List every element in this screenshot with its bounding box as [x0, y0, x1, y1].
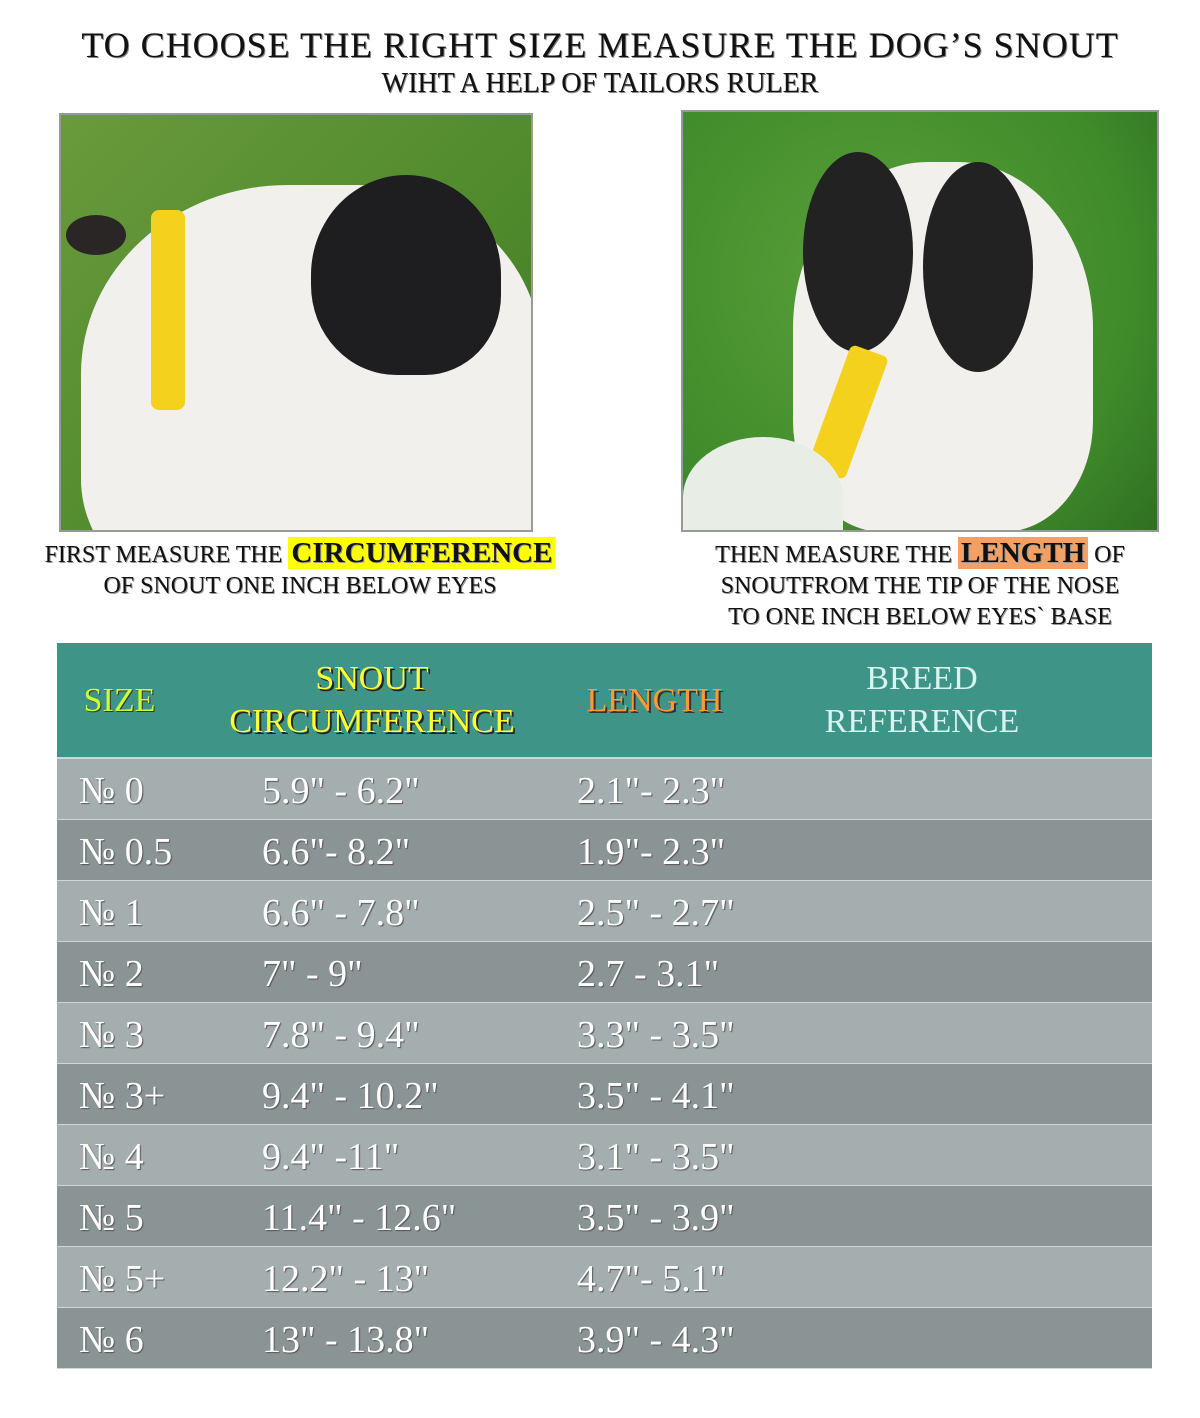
table-row: № 5 11.4" - 12.6" 3.5" - 3.9" — [57, 1186, 1152, 1247]
table-row: № 4 9.4" -11" 3.1" - 3.5" — [57, 1125, 1152, 1186]
size-cell: № 5+ — [79, 1258, 166, 1300]
length-cell: 2.1"- 2.3" — [577, 770, 726, 812]
circumference-caption: FIRST MEASURE THE CIRCUMFERENCE OF SNOUT… — [20, 537, 580, 602]
circumference-cell: 9.4" -11" — [262, 1136, 400, 1178]
size-cell: № 3+ — [79, 1075, 166, 1117]
size-table: SIZE SNOUT CIRCUMFERENCE LENGTH BREED REFE… — [57, 643, 1152, 1369]
length-cell: 3.9" - 4.3" — [577, 1319, 735, 1361]
circumference-highlight: CIRCUMFERENCE — [288, 537, 556, 569]
length-cell: 2.7 - 3.1" — [577, 953, 720, 995]
table-row: № 2 7" - 9" 2.7 - 3.1" — [57, 942, 1152, 1003]
circumference-cell: 5.9" - 6.2" — [262, 770, 420, 812]
size-cell: № 6 — [79, 1319, 144, 1361]
length-highlight: LENGTH — [958, 537, 1089, 569]
circumference-cell: 6.6" - 7.8" — [262, 892, 420, 934]
table-row: № 0 5.9" - 6.2" 2.1"- 2.3" — [57, 759, 1152, 820]
header-breed-reference: BREED REFERENCE — [824, 660, 1020, 740]
length-cell: 3.3" - 3.5" — [577, 1014, 735, 1056]
photo-measure-circumference — [59, 113, 533, 532]
table-row: № 3 7.8" - 9.4" 3.3" - 3.5" — [57, 1003, 1152, 1064]
size-cell: № 0.5 — [79, 831, 173, 873]
table-body: № 0 5.9" - 6.2" 2.1"- 2.3" № 0.5 6.6"- 8.2" 1… — [57, 759, 1152, 1369]
page-subtitle: WIHT A HELP OF TAILORS RULER — [381, 68, 819, 99]
table-row: № 6 13" - 13.8" 3.9" - 4.3" — [57, 1308, 1152, 1369]
circumference-cell: 6.6"- 8.2" — [262, 831, 411, 873]
circumference-cell: 9.4" - 10.2" — [262, 1075, 439, 1117]
size-cell: № 5 — [79, 1197, 144, 1239]
table-row: № 0.5 6.6"- 8.2" 1.9"- 2.3" — [57, 820, 1152, 881]
circumference-cell: 11.4" - 12.6" — [262, 1197, 457, 1239]
table-row: № 3+ 9.4" - 10.2" 3.5" - 4.1" — [57, 1064, 1152, 1125]
table-header: SIZE SNOUT CIRCUMFERENCE LENGTH BREED REFE… — [57, 643, 1152, 759]
size-cell: № 0 — [79, 770, 144, 812]
length-cell: 3.1" - 3.5" — [577, 1136, 735, 1178]
page-title: TO CHOOSE THE RIGHT SIZE MEASURE THE DOG… — [81, 25, 1119, 65]
table-row: № 1 6.6" - 7.8" 2.5" - 2.7" — [57, 881, 1152, 942]
header-size: SIZE — [83, 682, 156, 719]
size-cell: № 2 — [79, 953, 144, 995]
length-cell: 3.5" - 3.9" — [577, 1197, 735, 1239]
header-length: LENGTH — [586, 682, 723, 719]
length-cell: 3.5" - 4.1" — [577, 1075, 735, 1117]
header-circumference: SNOUT CIRCUMFERENCE — [229, 660, 515, 740]
length-cell: 2.5" - 2.7" — [577, 892, 735, 934]
circumference-cell: 7.8" - 9.4" — [262, 1014, 420, 1056]
size-cell: № 3 — [79, 1014, 144, 1056]
length-caption: THEN MEASURE THE LENGTH OF SNOUTFROM THE… — [715, 537, 1125, 630]
length-cell: 4.7"- 5.1" — [577, 1258, 726, 1300]
circumference-cell: 7" - 9" — [262, 953, 363, 995]
circumference-cell: 13" - 13.8" — [262, 1319, 430, 1361]
length-cell: 1.9"- 2.3" — [577, 831, 726, 873]
size-cell: № 4 — [79, 1136, 144, 1178]
size-cell: № 1 — [79, 892, 144, 934]
circumference-cell: 12.2" - 13" — [262, 1258, 430, 1300]
photo-measure-length — [681, 110, 1159, 532]
table-row: № 5+ 12.2" - 13" 4.7"- 5.1" — [57, 1247, 1152, 1308]
